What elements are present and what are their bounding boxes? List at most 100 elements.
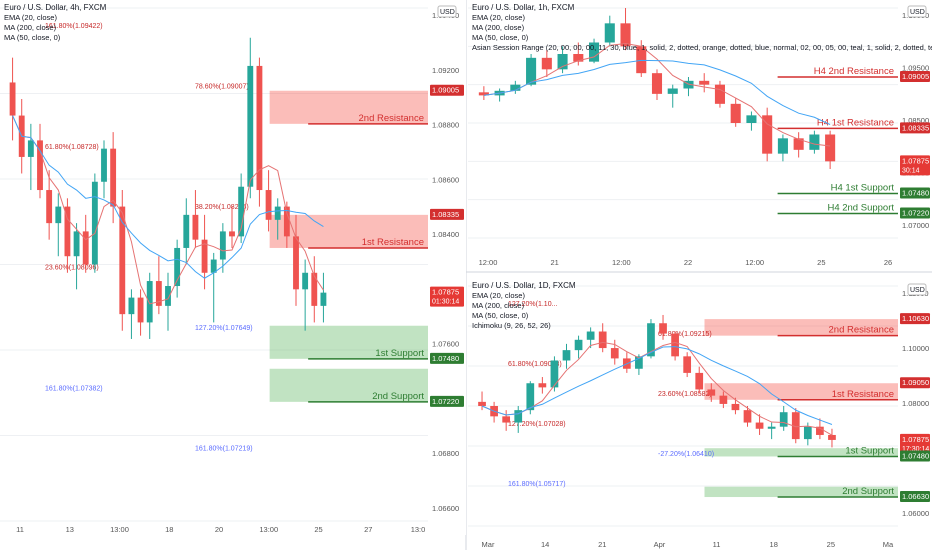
candle-body (146, 281, 153, 323)
candle-body (27, 140, 34, 157)
candle-body (730, 103, 741, 123)
candle-body (828, 434, 836, 440)
candle-body (274, 206, 281, 220)
price-badge-text: 1.07220 (432, 397, 459, 406)
fib-label: -27.20%(1.06410) (658, 451, 714, 458)
price-badge-text: 1.07480 (902, 189, 929, 198)
candle-body (502, 416, 511, 423)
candle-body (526, 383, 535, 411)
indicator-label: MA (50, close, 0) (472, 33, 529, 42)
currency-button[interactable] (437, 5, 457, 18)
price-badge (900, 377, 930, 389)
indicator-label: Ichimoku (9, 26, 52, 26) (472, 321, 551, 330)
candle-body (767, 426, 776, 429)
candle-body (293, 236, 299, 290)
fib-label: 23.60%(1.08096) (45, 265, 99, 272)
candle-body (165, 286, 171, 306)
currency-button[interactable] (907, 283, 927, 296)
ema-line (12, 115, 324, 305)
fib-label: 161.80%(1.05717) (508, 481, 566, 488)
y-tick: 1.08000 (902, 399, 929, 408)
candle-body (320, 292, 327, 306)
candle-body (683, 356, 692, 373)
y-tick: 1.06800 (432, 449, 459, 458)
candle-body (746, 115, 757, 123)
fib-label: 161.80%(1.09422) (45, 23, 103, 30)
candle-body (174, 247, 181, 287)
currency-label[interactable]: USD (910, 287, 925, 294)
fib-label: 161.80%(1.07219) (195, 446, 253, 453)
candle-body (573, 54, 584, 62)
candle-body (510, 84, 521, 91)
x-tick: 18 (770, 540, 778, 549)
candle-body (683, 80, 694, 89)
res2-zone (704, 319, 898, 336)
level-label: 2nd Support (842, 486, 894, 497)
candle-body (803, 426, 812, 440)
candle-body (651, 73, 663, 94)
candle-body (574, 339, 583, 351)
candle-body (667, 88, 678, 94)
candle-body (478, 401, 486, 406)
y-tick: 1.09200 (432, 66, 459, 75)
candle-body (659, 323, 667, 334)
level-label: H4 1st Support (831, 183, 895, 194)
symbol-title: Euro / U.S. Dollar, 4h, FXCM (4, 3, 107, 12)
price-badge-text: 1.07480 (432, 354, 459, 363)
x-tick: 13:00 (259, 525, 278, 534)
candle-body (119, 206, 126, 315)
level-label: 1st Resistance (832, 389, 894, 400)
candle-body (229, 231, 235, 237)
candle-body (46, 190, 53, 224)
candle-body (265, 190, 272, 220)
currency-label[interactable]: USD (910, 9, 925, 16)
price-badge-text: 1.07480 (902, 451, 929, 460)
price-badge (900, 187, 930, 199)
candle-body (647, 323, 655, 357)
candle-body (636, 46, 647, 74)
currency-button[interactable] (907, 5, 927, 18)
x-tick: 25 (817, 258, 825, 267)
sup2-zone (704, 486, 898, 498)
candle-body (9, 82, 16, 116)
ma50-line (483, 59, 831, 125)
candle-body (635, 356, 643, 369)
x-tick: 21 (598, 540, 606, 549)
symbol-title: Euro / U.S. Dollar, 1h, FXCM (472, 3, 575, 12)
candle-body (825, 134, 836, 162)
ema-line (483, 42, 831, 147)
ma50-line (481, 346, 833, 425)
indicator-label: EMA (20, close) (4, 13, 57, 22)
candle-body (699, 80, 710, 85)
candle-body (238, 186, 245, 237)
fib-label: 127.20%(1.10... (508, 301, 557, 308)
y-tick: 1.07000 (902, 221, 929, 230)
candle-body (586, 331, 595, 340)
price-badge (900, 207, 930, 219)
fib-label: 61.80%(1.08728) (45, 144, 99, 151)
x-tick: 26 (884, 258, 892, 267)
price-badge (900, 491, 930, 503)
fib-label: 61.80%(1.09058) (508, 361, 562, 368)
candle-body (73, 231, 80, 257)
price-badge-text: 1.07875 (432, 288, 459, 297)
price-badge-text: 1.09005 (902, 72, 929, 81)
candle-body (714, 84, 725, 104)
y-tick: 1.09500 (902, 64, 929, 73)
level-label: 2nd Support (372, 391, 424, 402)
candle-body (128, 297, 135, 315)
currency-label[interactable]: USD (440, 9, 455, 16)
y-tick: 1.06000 (902, 509, 929, 518)
price-badge-text: 1.10630 (902, 314, 929, 323)
level-label: H4 2nd Resistance (814, 66, 894, 77)
indicator-label: MA (200, close) (4, 23, 57, 32)
fib-label: 38.20%(1.08295) (195, 204, 249, 211)
candle-body (82, 231, 89, 265)
candle-body (557, 54, 568, 70)
candle-body (311, 272, 318, 306)
sup1-zone (704, 448, 898, 457)
symbol-title: Euro / U.S. Dollar, 1D, FXCM (472, 281, 576, 290)
price-badge-text: 1.07875 (902, 435, 929, 444)
candle-body (538, 383, 547, 388)
x-tick: 12:00 (612, 258, 631, 267)
